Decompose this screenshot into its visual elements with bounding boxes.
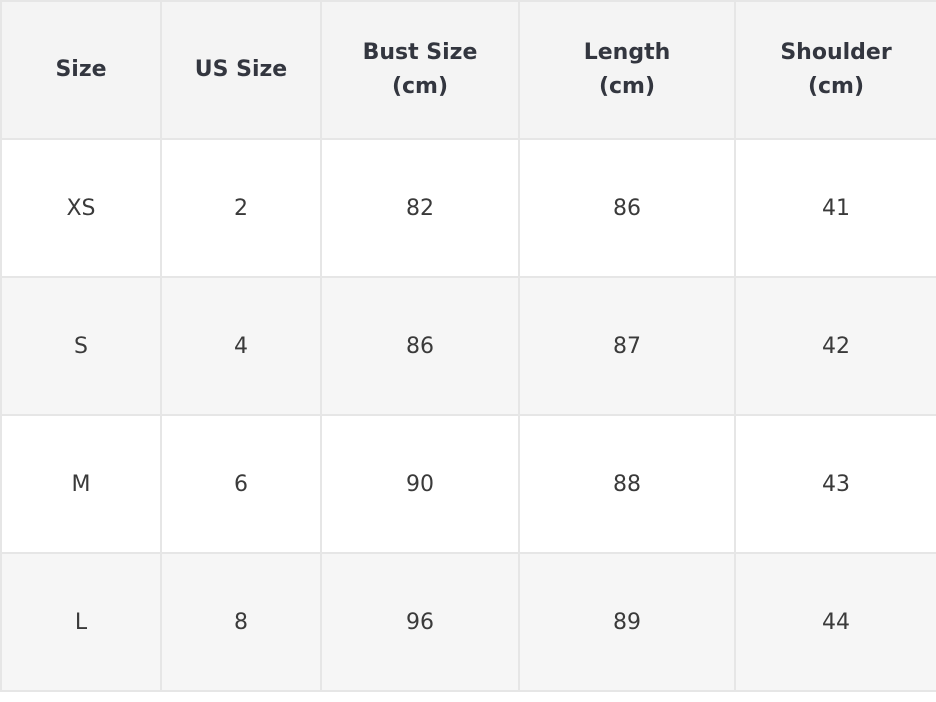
cell-size: M — [0, 414, 162, 554]
header-unit: (cm) — [807, 74, 865, 99]
header-label: Shoulder — [780, 40, 892, 65]
cell-bust-size: 86 — [320, 276, 520, 416]
header-unit: (cm) — [598, 74, 656, 99]
cell-shoulder: 42 — [734, 276, 936, 416]
cell-length: 89 — [518, 552, 736, 692]
cell-bust-size: 96 — [320, 552, 520, 692]
header-label: US Size — [194, 57, 288, 82]
cell-bust-size: 82 — [320, 138, 520, 278]
cell-size: S — [0, 276, 162, 416]
cell-shoulder: 41 — [734, 138, 936, 278]
cell-length: 88 — [518, 414, 736, 554]
header-us-size: US Size — [160, 0, 322, 140]
cell-length: 86 — [518, 138, 736, 278]
cell-size: L — [0, 552, 162, 692]
cell-us-size: 8 — [160, 552, 322, 692]
cell-shoulder: 43 — [734, 414, 936, 554]
header-label: Size — [55, 57, 107, 82]
cell-size: XS — [0, 138, 162, 278]
header-label: Length — [583, 40, 671, 65]
table-row: M 6 90 88 43 — [0, 414, 936, 554]
header-shoulder: Shoulder (cm) — [734, 0, 936, 140]
header-unit: (cm) — [391, 74, 449, 99]
header-row: Size US Size Bust Size (cm) Length (cm) Sh… — [0, 0, 936, 140]
table-row: L 8 96 89 44 — [0, 552, 936, 692]
header-length: Length (cm) — [518, 0, 736, 140]
header-bust-size: Bust Size (cm) — [320, 0, 520, 140]
header-label: Bust Size — [362, 40, 478, 65]
cell-us-size: 6 — [160, 414, 322, 554]
cell-length: 87 — [518, 276, 736, 416]
table-row: S 4 86 87 42 — [0, 276, 936, 416]
table-row: XS 2 82 86 41 — [0, 138, 936, 278]
cell-bust-size: 90 — [320, 414, 520, 554]
cell-shoulder: 44 — [734, 552, 936, 692]
cell-us-size: 4 — [160, 276, 322, 416]
header-size: Size — [0, 0, 162, 140]
cell-us-size: 2 — [160, 138, 322, 278]
